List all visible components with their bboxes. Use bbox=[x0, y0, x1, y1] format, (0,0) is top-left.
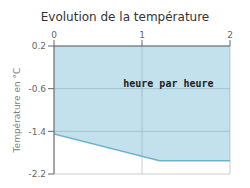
svg-text:heure par heure: heure par heure bbox=[123, 78, 213, 89]
html-text:Evolution de la température: Evolution de la température bbox=[40, 10, 210, 24]
svg-text:1: 1 bbox=[139, 30, 145, 40]
svg-text:-2.2: -2.2 bbox=[28, 169, 46, 179]
svg-text:-1.4: -1.4 bbox=[28, 127, 46, 137]
svg-text:0: 0 bbox=[51, 30, 57, 40]
svg-text:0.2: 0.2 bbox=[32, 41, 46, 51]
svg-text:2: 2 bbox=[227, 30, 233, 40]
svg-text:Température en °C: Température en °C bbox=[12, 68, 22, 154]
svg-text:-0.6: -0.6 bbox=[28, 84, 46, 94]
